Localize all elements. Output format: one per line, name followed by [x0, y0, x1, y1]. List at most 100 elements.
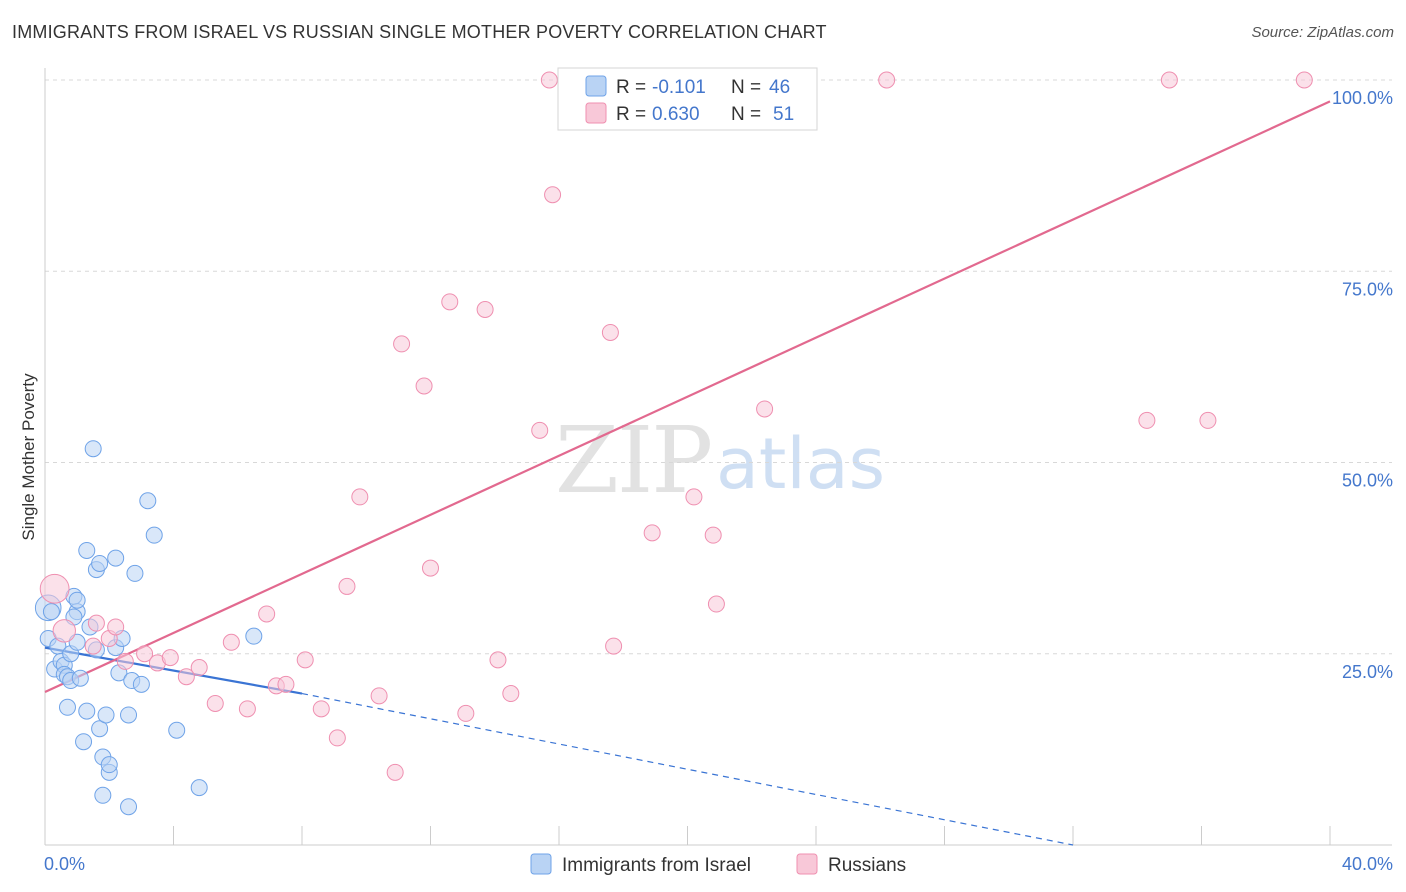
y-tick-labels: 25.0% 50.0% 75.0% 100.0%: [1332, 88, 1393, 682]
stats-n-value-israel: 46: [769, 77, 790, 98]
point-russians: [1199, 411, 1217, 429]
y-tick-label: 75.0%: [1342, 279, 1393, 299]
point-israel: [78, 541, 96, 559]
stats-row-israel: R = -0.101 N = 46: [585, 75, 790, 98]
stats-swatch-israel: [585, 75, 607, 97]
point-israel: [145, 526, 163, 544]
point-russians: [502, 685, 520, 703]
legend-label-russians: Russians: [828, 855, 906, 876]
point-israel: [91, 554, 109, 572]
point-russians: [84, 637, 102, 655]
point-russians: [206, 694, 224, 712]
point-israel: [84, 440, 102, 458]
stats-n-label-russians: N =: [731, 104, 761, 125]
point-israel: [100, 756, 118, 774]
point-russians: [351, 488, 369, 506]
point-israel: [58, 698, 76, 716]
point-russians: [328, 729, 346, 747]
point-russians: [1138, 411, 1156, 429]
point-russians: [338, 577, 356, 595]
point-russians: [457, 704, 475, 722]
point-russians: [52, 619, 76, 643]
point-israel: [78, 702, 96, 720]
legend-item-israel[interactable]: Immigrants from Israel: [530, 853, 751, 876]
stats-n-value-russians: 51: [773, 104, 794, 125]
point-russians: [878, 71, 896, 89]
point-israel: [126, 564, 144, 582]
y-tick-label: 100.0%: [1332, 88, 1393, 108]
point-russians: [277, 675, 295, 693]
point-israel: [132, 675, 150, 693]
point-israel: [42, 603, 60, 621]
point-israel: [190, 779, 208, 797]
point-israel: [120, 706, 138, 724]
stats-r-value-israel: -0.101: [652, 77, 706, 98]
watermark: ZIP atlas: [555, 407, 885, 514]
point-russians: [87, 614, 105, 632]
point-russians: [238, 700, 256, 718]
point-russians: [685, 488, 703, 506]
point-russians: [756, 400, 774, 418]
point-israel: [91, 720, 109, 738]
chart-title: IMMIGRANTS FROM ISRAEL VS RUSSIAN SINGLE…: [12, 22, 827, 42]
point-russians: [136, 645, 154, 663]
point-israel: [94, 786, 112, 804]
point-russians: [296, 651, 314, 669]
point-russians: [116, 652, 134, 670]
point-russians: [707, 595, 725, 613]
point-russians: [222, 633, 240, 651]
y-axis-label: Single Mother Poverty: [19, 373, 38, 541]
point-russians: [393, 335, 411, 353]
point-russians: [415, 377, 433, 395]
point-russians: [107, 618, 125, 636]
point-russians: [312, 700, 330, 718]
point-russians: [1295, 71, 1313, 89]
axes: [44, 68, 1392, 846]
point-israel: [139, 492, 157, 510]
point-russians: [544, 186, 562, 204]
point-israel: [245, 627, 263, 645]
trend-line-russians: [44, 100, 1331, 693]
point-russians: [177, 668, 195, 686]
point-israel: [97, 706, 115, 724]
point-israel: [71, 669, 89, 687]
point-russians: [489, 651, 507, 669]
watermark-atlas: atlas: [716, 423, 885, 505]
point-russians: [704, 526, 722, 544]
x-tick-labels: 0.0% 40.0%: [44, 854, 1393, 874]
x-tick-label: 0.0%: [44, 854, 85, 874]
point-russians: [531, 421, 549, 439]
series-legend: Immigrants from Israel Russians: [530, 853, 906, 876]
legend-swatch-israel: [530, 853, 552, 875]
y-tick-label: 25.0%: [1342, 662, 1393, 682]
point-russians: [601, 323, 619, 341]
point-russians: [540, 71, 558, 89]
point-israel: [68, 591, 86, 609]
point-russians: [643, 524, 661, 542]
point-russians: [386, 763, 404, 781]
point-israel: [120, 798, 138, 816]
x-tick-label: 40.0%: [1342, 854, 1393, 874]
stats-swatch-russians: [585, 102, 607, 124]
point-israel: [107, 549, 125, 567]
legend-item-russians[interactable]: Russians: [796, 853, 906, 876]
trend-line-extension-israel: [301, 692, 1074, 846]
point-israel: [168, 721, 186, 739]
legend-swatch-russians: [796, 853, 818, 875]
stats-legend: R = -0.101 N = 46 R = 0.630 N = 51: [557, 67, 818, 131]
point-russians: [441, 293, 459, 311]
point-russians: [370, 687, 388, 705]
point-russians: [1160, 71, 1178, 89]
data-points: [34, 71, 1313, 816]
y-tick-label: 50.0%: [1342, 471, 1393, 491]
point-russians: [476, 301, 494, 318]
trend-lines: [44, 100, 1331, 846]
point-russians: [605, 637, 623, 655]
point-israel: [75, 733, 93, 751]
stats-r-label-israel: R =: [616, 77, 646, 98]
point-russians: [161, 649, 179, 667]
stats-row-russians: R = 0.630 N = 51: [585, 102, 794, 125]
point-russians: [258, 605, 276, 623]
stats-n-label-israel: N =: [731, 77, 761, 98]
stats-r-value-russians: 0.630: [652, 104, 700, 125]
